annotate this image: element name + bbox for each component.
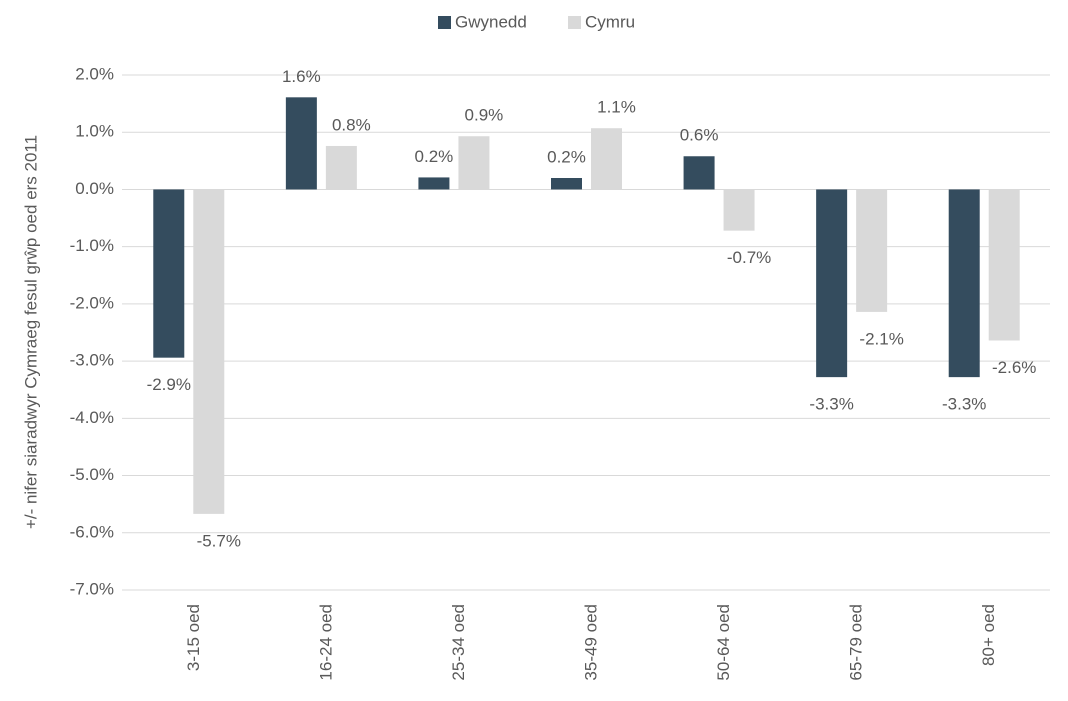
bar xyxy=(723,189,755,231)
bar xyxy=(193,189,225,514)
data-label: -5.7% xyxy=(197,531,241,550)
data-label: 0.2% xyxy=(415,147,454,166)
bar xyxy=(683,156,715,190)
bar xyxy=(458,136,490,190)
x-tick-label: 25-34 oed xyxy=(449,604,468,681)
data-label: 0.9% xyxy=(465,106,504,125)
y-tick-label: 2.0% xyxy=(75,64,114,83)
legend-label: Gwynedd xyxy=(455,12,527,31)
bar xyxy=(153,189,185,358)
x-tick-label: 16-24 oed xyxy=(316,604,335,681)
y-tick-label: -6.0% xyxy=(70,522,114,541)
y-tick-label: -1.0% xyxy=(70,236,114,255)
legend-label: Cymru xyxy=(585,12,635,31)
data-label: 0.6% xyxy=(680,126,719,145)
y-tick-label: 1.0% xyxy=(75,122,114,141)
data-label: 1.1% xyxy=(597,98,636,117)
bar xyxy=(856,189,888,312)
bar xyxy=(948,189,980,378)
x-tick-label: 50-64 oed xyxy=(714,604,733,681)
bar xyxy=(551,178,582,190)
legend-swatch xyxy=(438,16,451,29)
bar xyxy=(591,128,622,190)
data-label: -3.3% xyxy=(809,395,853,414)
y-tick-label: -3.0% xyxy=(70,351,114,370)
data-label: -3.3% xyxy=(942,395,986,414)
data-label: -0.7% xyxy=(727,248,771,267)
data-label: 1.6% xyxy=(282,67,321,86)
bar xyxy=(418,177,450,190)
y-tick-label: -5.0% xyxy=(70,465,114,484)
y-tick-label: -7.0% xyxy=(70,579,114,598)
data-label: -2.6% xyxy=(992,358,1036,377)
x-tick-label: 65-79 oed xyxy=(847,604,866,681)
x-tick-label: 35-49 oed xyxy=(581,604,600,681)
legend-swatch xyxy=(568,16,581,29)
y-axis-title: +/- nifer siaradwyr Cymraeg fesul grŵp o… xyxy=(21,135,40,529)
data-label: 0.2% xyxy=(547,147,586,166)
y-tick-label: 0.0% xyxy=(75,179,114,198)
y-tick-label: -4.0% xyxy=(70,408,114,427)
x-tick-label: 80+ oed xyxy=(979,604,998,666)
bar xyxy=(816,189,848,378)
data-label: -2.9% xyxy=(147,375,191,394)
bar xyxy=(325,145,357,190)
data-label: 0.8% xyxy=(332,115,371,134)
bar xyxy=(988,189,1020,341)
y-tick-label: -2.0% xyxy=(70,293,114,312)
data-label: -2.1% xyxy=(859,329,903,348)
bar xyxy=(285,97,317,190)
x-tick-label: 3-15 oed xyxy=(184,604,203,671)
